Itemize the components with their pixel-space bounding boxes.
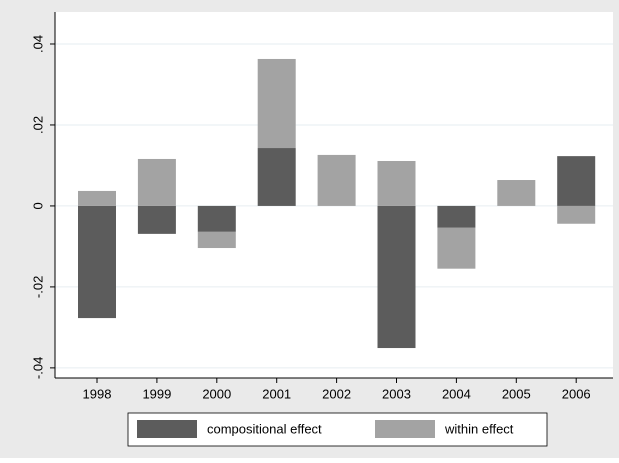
bar (437, 227, 476, 269)
bar (137, 205, 176, 234)
x-tick-label: 2003 (382, 386, 411, 401)
bar (197, 231, 236, 249)
x-tick-label: 2002 (322, 386, 351, 401)
y-tick-label: .04 (30, 35, 45, 53)
legend-swatch (137, 420, 197, 438)
y-tick-label: 0 (30, 202, 45, 209)
bar (137, 158, 176, 206)
legend-label: compositional effect (207, 421, 322, 436)
y-tick-label: -.02 (30, 276, 45, 298)
bar (497, 180, 536, 206)
bar (437, 205, 476, 228)
bar (78, 190, 116, 206)
bar (257, 148, 296, 206)
legend-label: within effect (444, 421, 514, 436)
x-tick-label: 2001 (262, 386, 291, 401)
x-tick-label: 2004 (442, 386, 471, 401)
bar (377, 205, 416, 349)
bar (317, 154, 356, 206)
x-tick-label: 2000 (202, 386, 231, 401)
bar (197, 205, 236, 232)
bar (557, 205, 596, 224)
x-tick-label: 1998 (83, 386, 112, 401)
legend (127, 412, 548, 447)
legend-swatch (375, 420, 435, 438)
bar (557, 156, 596, 206)
bar (78, 205, 116, 319)
x-tick-label: 2005 (502, 386, 531, 401)
y-tick-label: -.04 (30, 357, 45, 379)
bar (377, 160, 416, 206)
x-tick-label: 1999 (142, 386, 171, 401)
bar (257, 58, 296, 149)
x-tick-label: 2006 (562, 386, 591, 401)
y-tick-label: .02 (30, 116, 45, 134)
